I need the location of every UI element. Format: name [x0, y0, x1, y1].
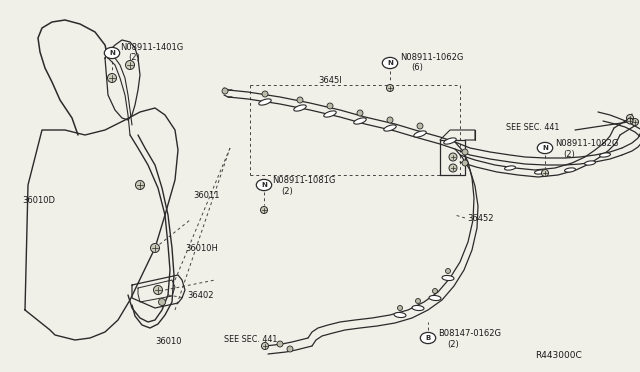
Polygon shape [354, 118, 366, 124]
Circle shape [357, 110, 363, 116]
Polygon shape [412, 305, 424, 311]
Circle shape [277, 341, 283, 347]
Text: 36402: 36402 [187, 291, 214, 299]
Polygon shape [259, 99, 271, 105]
Circle shape [262, 343, 269, 350]
Text: N: N [109, 50, 115, 56]
Text: (2): (2) [447, 340, 459, 349]
Text: 36010: 36010 [155, 337, 182, 346]
Polygon shape [324, 111, 336, 117]
Polygon shape [429, 295, 441, 301]
Text: 3645I: 3645I [318, 76, 342, 84]
Circle shape [449, 164, 457, 172]
Circle shape [541, 170, 548, 176]
Polygon shape [564, 168, 575, 172]
Text: N: N [387, 60, 393, 66]
Polygon shape [384, 125, 396, 131]
Circle shape [627, 115, 634, 122]
Circle shape [449, 153, 457, 161]
Circle shape [387, 84, 394, 92]
Circle shape [108, 74, 116, 83]
Text: (6): (6) [411, 62, 423, 71]
Circle shape [262, 91, 268, 97]
Text: B08147-0162G: B08147-0162G [438, 328, 501, 337]
Circle shape [415, 298, 420, 304]
Ellipse shape [538, 142, 553, 154]
Circle shape [260, 206, 268, 214]
Circle shape [154, 285, 163, 295]
Text: N08911-1082G: N08911-1082G [555, 138, 618, 148]
Text: N: N [542, 145, 548, 151]
Circle shape [433, 289, 438, 294]
Circle shape [150, 244, 159, 253]
Circle shape [222, 88, 228, 94]
Text: SEE SEC. 441: SEE SEC. 441 [224, 336, 277, 344]
Circle shape [462, 160, 468, 166]
Text: N08911-1081G: N08911-1081G [272, 176, 335, 185]
Text: 36452: 36452 [467, 214, 493, 222]
Polygon shape [534, 170, 545, 174]
Text: N08911-1401G: N08911-1401G [120, 42, 183, 51]
Text: N: N [261, 182, 267, 188]
Text: (2): (2) [281, 186, 292, 196]
Polygon shape [600, 153, 611, 157]
Text: SEE SEC. 441: SEE SEC. 441 [506, 122, 559, 131]
Polygon shape [504, 166, 515, 170]
Text: B: B [426, 335, 431, 341]
Text: (2): (2) [563, 150, 575, 158]
Polygon shape [394, 312, 406, 318]
Circle shape [136, 180, 145, 189]
Circle shape [125, 61, 134, 70]
Circle shape [632, 119, 639, 125]
Polygon shape [444, 138, 456, 144]
Text: (2): (2) [128, 52, 140, 61]
Circle shape [327, 103, 333, 109]
Polygon shape [414, 131, 426, 137]
Text: 36011: 36011 [193, 190, 220, 199]
Circle shape [627, 118, 633, 124]
Circle shape [462, 149, 468, 155]
Text: 36010H: 36010H [185, 244, 218, 253]
Circle shape [159, 298, 166, 305]
Circle shape [417, 123, 423, 129]
Circle shape [297, 97, 303, 103]
Text: N08911-1062G: N08911-1062G [400, 52, 463, 61]
Circle shape [387, 117, 393, 123]
Polygon shape [584, 161, 595, 165]
Ellipse shape [104, 47, 120, 59]
Text: 36010D: 36010D [22, 196, 55, 205]
Polygon shape [442, 275, 454, 280]
Ellipse shape [256, 179, 272, 190]
Text: R443000C: R443000C [535, 352, 582, 360]
Circle shape [287, 346, 293, 352]
Ellipse shape [382, 57, 397, 68]
Ellipse shape [420, 333, 436, 344]
Polygon shape [294, 105, 306, 111]
Circle shape [397, 305, 403, 311]
Circle shape [445, 269, 451, 273]
